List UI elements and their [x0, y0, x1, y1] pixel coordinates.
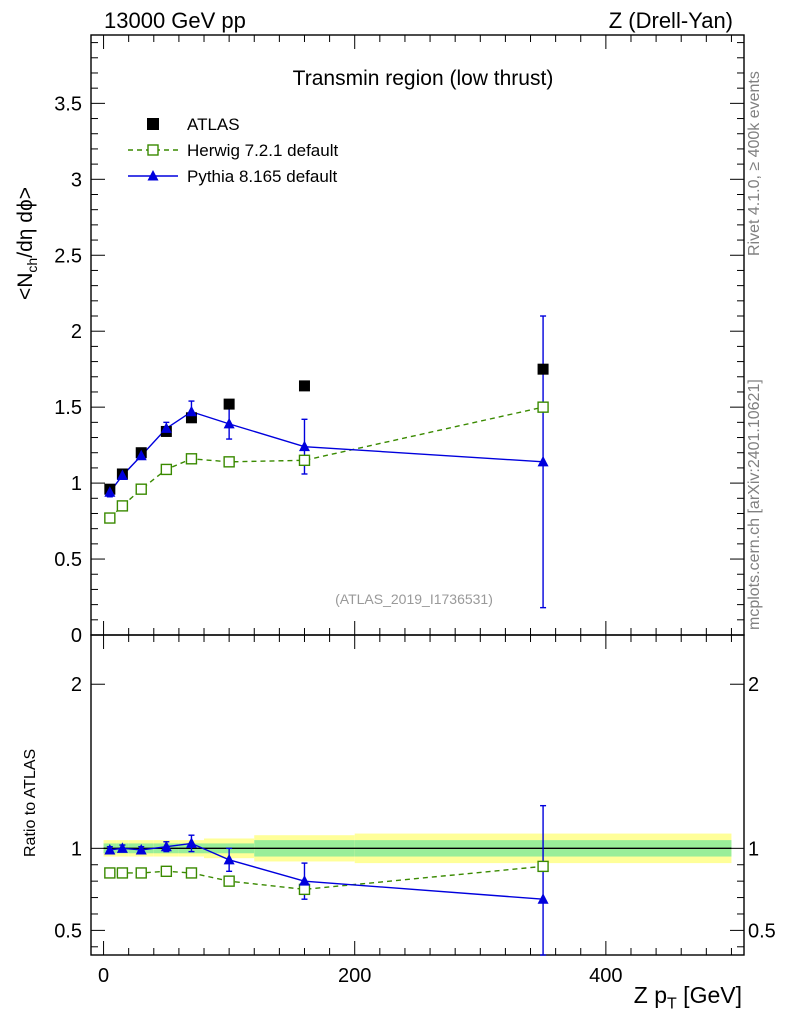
ratio-y-tick-label: 2 — [71, 674, 82, 696]
pythia-point — [185, 405, 197, 417]
legend: ATLAS Herwig 7.2.1 default Pythia 8.165 de… — [128, 115, 338, 186]
pythia-point — [223, 417, 235, 429]
pythia-point — [104, 486, 116, 497]
x-axis-label: Z pT [GeV] — [633, 982, 742, 1013]
ratio-y-tick-label-right: 0.5 — [748, 920, 776, 942]
atlas-point — [223, 398, 235, 410]
x-tick-label: 400 — [589, 965, 622, 987]
legend-atlas-marker — [147, 118, 159, 130]
legend-label: Pythia 8.165 default — [187, 167, 338, 186]
herwig-ratio-point — [104, 867, 116, 879]
pythia-ratio-point — [298, 875, 310, 886]
ratio-y-tick-label: 0.5 — [54, 920, 82, 942]
herwig-ratio-point — [185, 867, 198, 879]
analysis-tag: (ATLAS_2019_I1736531) — [335, 591, 493, 607]
pythia-ratio-point — [104, 843, 116, 855]
x-tick-label: 0 — [98, 965, 109, 987]
y-tick-label: 0.5 — [54, 549, 82, 571]
ratio-panel: 0 200 400 0.5 0.5 1 1 2 2 — [54, 634, 776, 987]
herwig-ratio-point — [298, 883, 311, 896]
y-tick-label: 2 — [71, 321, 82, 343]
chart-title: Transmin region (low thrust) — [293, 67, 554, 90]
herwig-point — [185, 453, 198, 465]
legend-label: ATLAS — [187, 115, 240, 134]
herwig-point — [223, 456, 235, 468]
herwig-ratio-point — [160, 865, 173, 878]
herwig-ratio-point — [116, 867, 129, 879]
legend-label: Herwig 7.2.1 default — [187, 141, 338, 160]
herwig-line — [109, 406, 544, 519]
herwig-point — [298, 454, 311, 467]
herwig-ratio-line — [109, 865, 544, 891]
atlas-point — [298, 380, 310, 392]
pythia-ratio-point — [537, 893, 549, 904]
process-label: Z (Drell-Yan) — [608, 8, 733, 33]
y-tick-label: 3 — [71, 169, 82, 191]
pythia-ratio-point — [185, 837, 197, 848]
ratio-y-axis-label: Ratio to ATLAS — [22, 748, 39, 857]
atlas-point — [537, 363, 549, 375]
herwig-point — [116, 500, 129, 512]
pythia-line — [109, 410, 544, 493]
pythia-point — [298, 440, 310, 452]
atlas-point — [185, 412, 197, 424]
energy-label: 13000 GeV pp — [104, 8, 246, 33]
x-tick-label: 200 — [338, 965, 371, 987]
y-tick-label: 2.5 — [54, 245, 82, 267]
legend-herwig-marker — [147, 144, 159, 156]
pythia-ratio-point — [116, 842, 128, 853]
pythia-point — [135, 449, 147, 461]
herwig-ratio-point — [223, 875, 235, 887]
herwig-point — [104, 512, 116, 524]
pythia-point — [537, 455, 549, 467]
mcplots-label: mcplots.cern.ch [arXiv:2401.10621] — [746, 379, 763, 630]
main-panel: 0 0.5 1 1.5 2 2.5 3 3.5 Transmin region (low thr… — [54, 34, 745, 955]
legend-pythia-marker — [147, 170, 159, 181]
ratio-frame — [90, 634, 745, 956]
y-axis-label: <Nch/dη dϕ> — [14, 187, 41, 300]
herwig-ratio-point — [135, 867, 147, 879]
pythia-ratio-point — [160, 840, 172, 852]
herwig-point — [135, 483, 147, 495]
herwig-point — [160, 463, 173, 476]
pythia-ratio-point — [135, 843, 147, 855]
pythia-point — [160, 422, 172, 433]
pythia-point — [116, 469, 128, 481]
ratio-y-tick-label: 1 — [71, 838, 82, 860]
y-tick-label: 3.5 — [54, 93, 82, 115]
y-tick-label: 0 — [71, 625, 82, 647]
ratio-y-tick-label-right: 2 — [748, 674, 759, 696]
y-tick-label: 1.5 — [54, 397, 82, 419]
rivet-label: Rivet 4.1.0, ≥ 400k events — [746, 71, 763, 256]
pythia-ratio-point — [223, 853, 235, 865]
herwig-ratio-point — [537, 860, 549, 873]
y-tick-label: 1 — [71, 473, 82, 495]
herwig-point — [537, 401, 549, 413]
ratio-y-tick-label-right: 1 — [748, 838, 759, 860]
